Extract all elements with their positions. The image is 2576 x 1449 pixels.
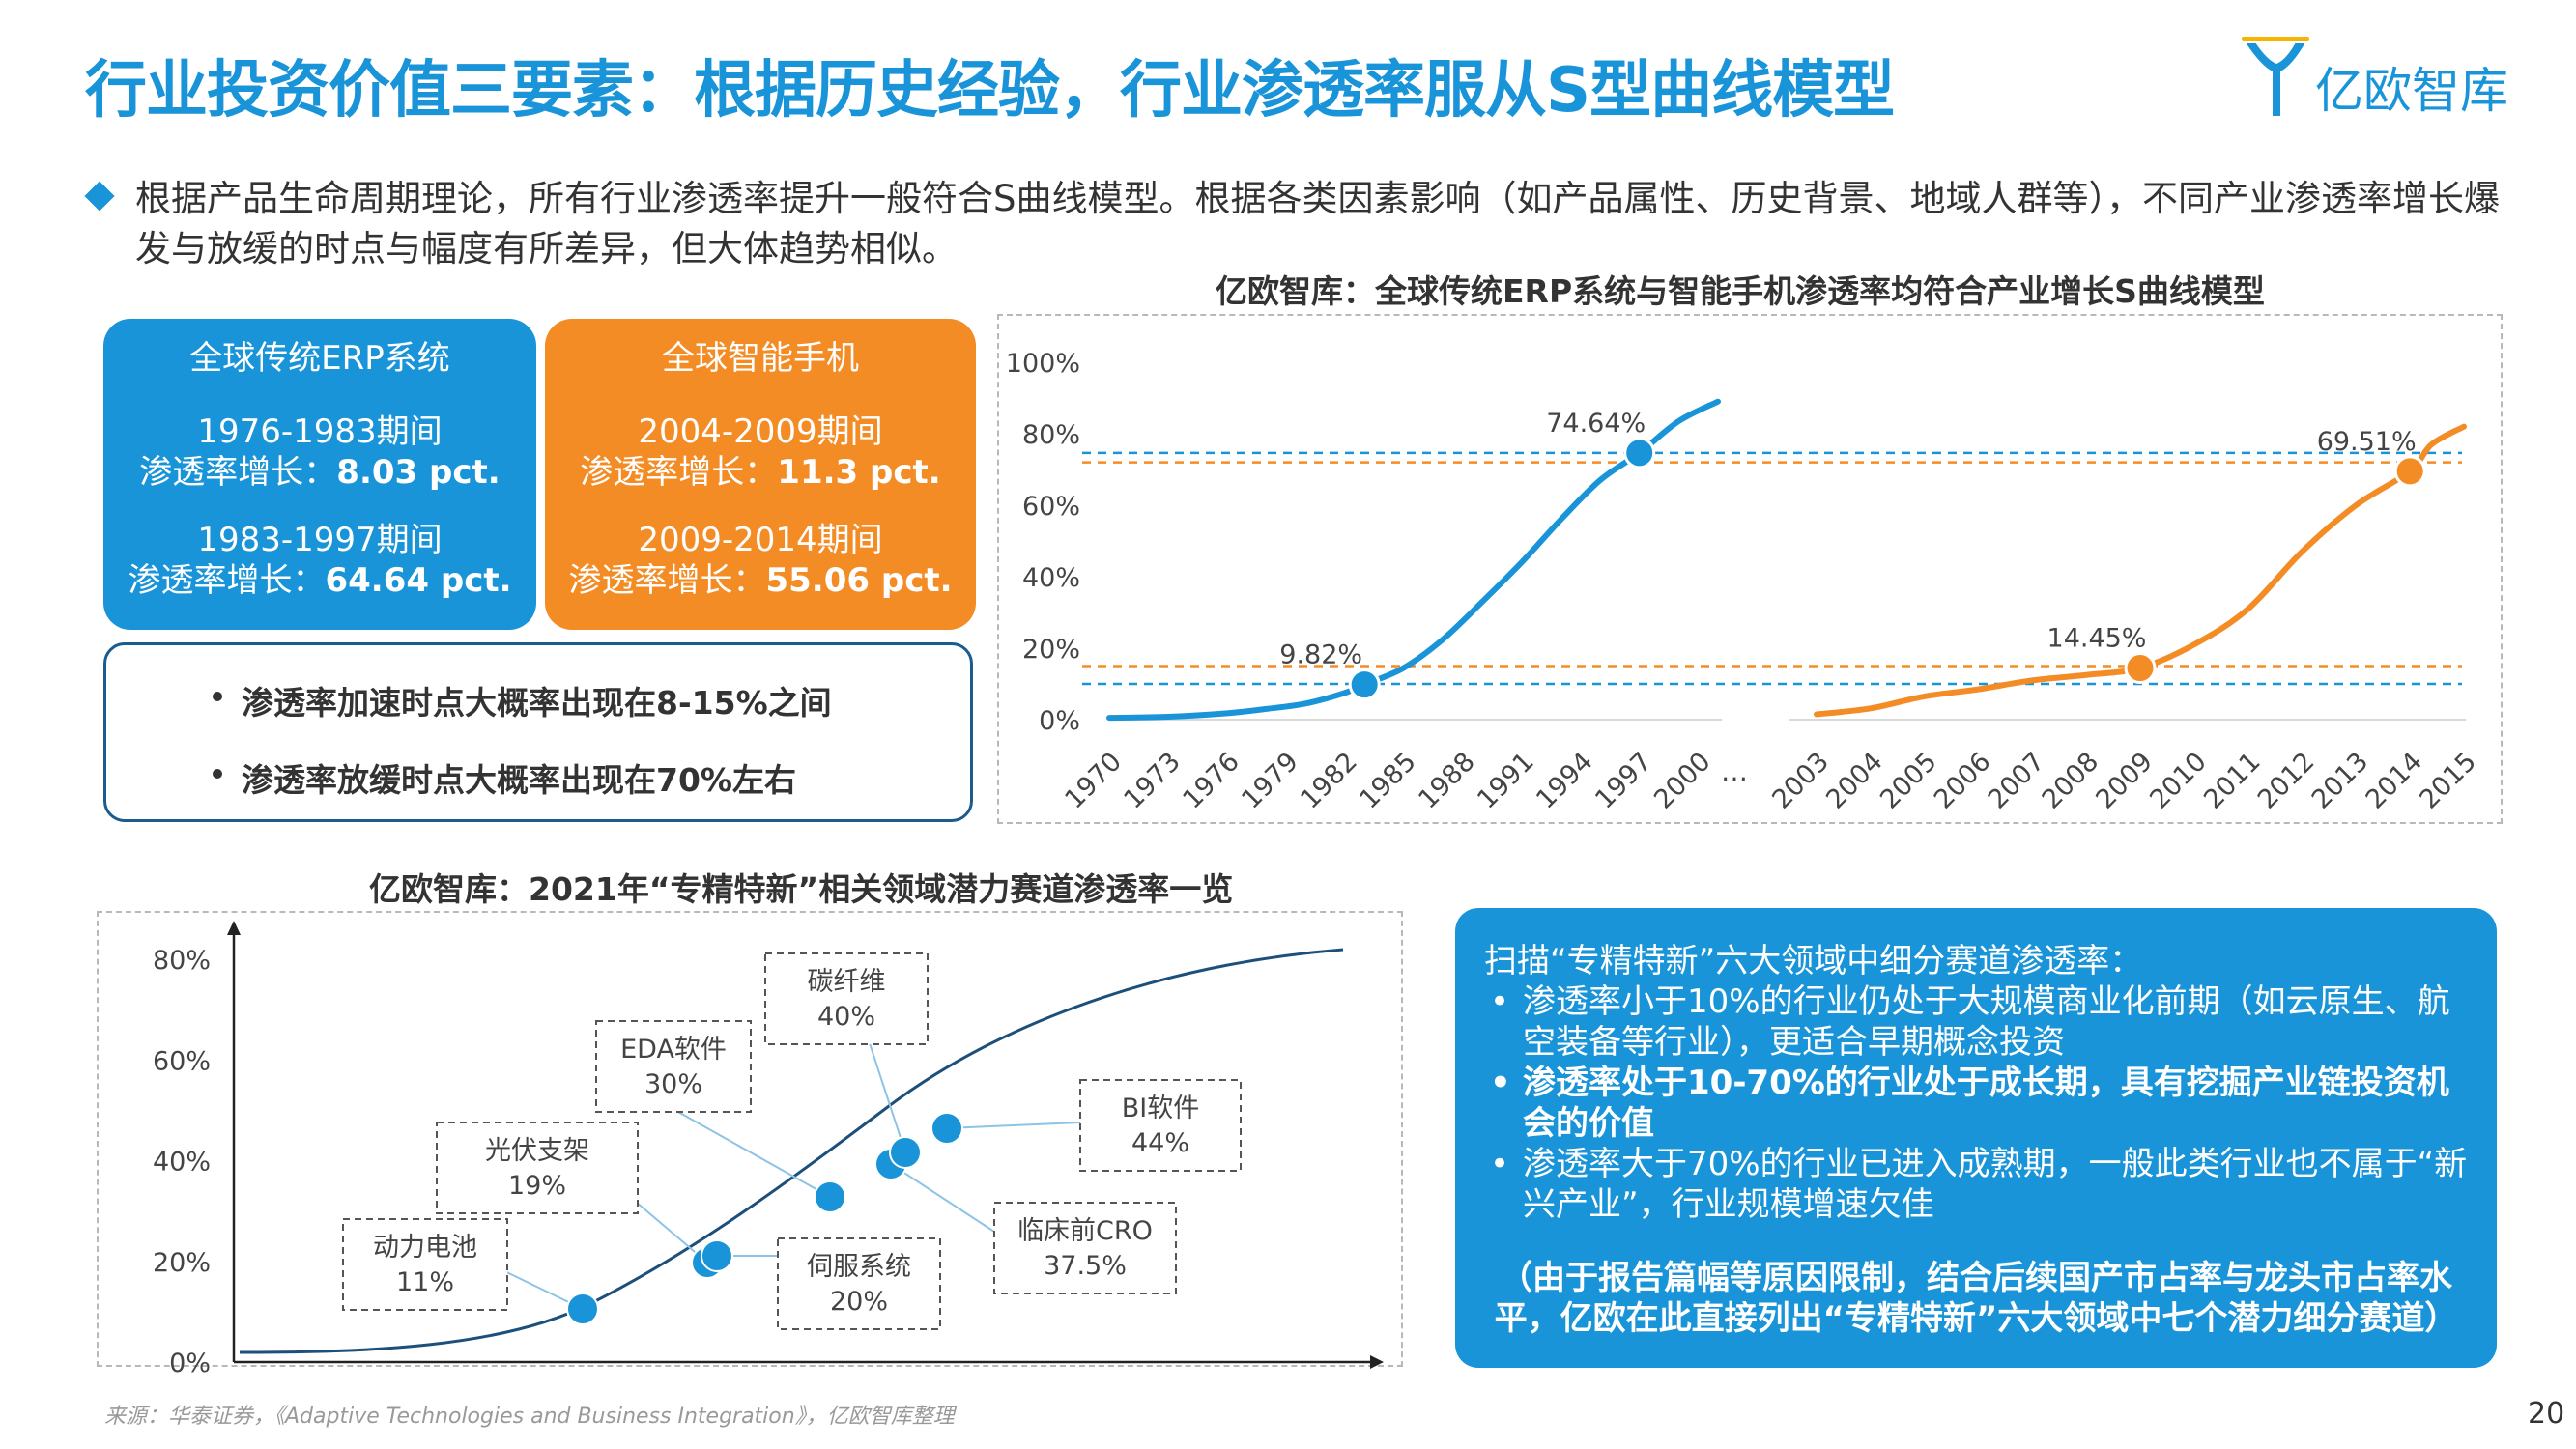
phone-card-title: 全球智能手机 [662,339,859,378]
series-line [1106,398,1721,722]
point-name-label: 碳纤维 [808,967,886,997]
erp-growth-label-2: 渗透率增长： [128,561,326,600]
intro-paragraph: 根据产品生命周期理论，所有行业渗透率提升一般符合S曲线模型。根据各类因素影响（如… [84,174,2524,274]
note-item: 渗透率加速时点大概率出现在8-15%之间 [213,677,832,724]
y-tick-label: 0% [1039,706,1080,736]
chart1-title: 亿欧智库：全球传统ERP系统与智能手机渗透率均符合产业增长S曲线模型 [1216,272,2265,310]
chart2-frame [97,911,1403,1367]
point-value-label: 44% [1131,1128,1189,1158]
y-tick-label: 20% [153,1248,211,1278]
phone-period-2: 2009-2014期间 [638,521,883,559]
phone-growth-label-2: 渗透率增长： [568,561,766,600]
logo-mark-icon [2242,37,2309,116]
y-tick-label: 60% [153,1046,211,1076]
info-item-3: 渗透率大于70%的行业已进入成熟期，一般此类行业也不属于“新兴产业”，行业规模增… [1484,1144,2468,1225]
info-item-1: 渗透率小于10%的行业仍处于大规模商业化前期（如云原生、航空装备等行业），更适合… [1484,981,2468,1063]
point-value-label: 11% [396,1267,454,1297]
y-tick-label: 80% [1022,420,1080,450]
point-label-box [342,1218,508,1311]
phone-growth-value-2: 55.06 pct. [765,561,953,600]
point-value-label: 30% [644,1069,702,1099]
point-label-box [993,1202,1177,1294]
highlight-point [1623,437,1656,469]
track-point [701,1239,733,1272]
data-label: 14.45% [2047,624,2147,654]
point-name-label: BI软件 [1122,1094,1200,1123]
point-name-label: 伺服系统 [807,1252,911,1282]
point-value-label: 19% [508,1171,566,1201]
point-label-box [436,1122,639,1214]
point-label-box [777,1237,941,1330]
point-name-label: 临床前CRO [1017,1216,1153,1246]
intro-text: 根据产品生命周期理论，所有行业渗透率提升一般符合S曲线模型。根据各类因素影响（如… [135,178,2500,270]
track-point [889,1136,922,1169]
page-title: 行业投资价值三要素：根据历史经验，行业渗透率服从S型曲线模型 [85,55,1895,127]
y-tick-label: 0% [169,1349,211,1378]
phone-growth-label-1: 渗透率增长： [580,453,778,492]
erp-growth-value-1: 8.03 pct. [336,453,501,492]
erp-period-1: 1976-1983期间 [197,412,443,451]
s-curve-line [239,948,1344,1354]
erp-growth-label-1: 渗透率增长： [139,453,337,492]
source-note: 来源：华泰证券，《Adaptive Technologies and Busin… [104,1405,955,1429]
y-tick-label: 60% [1022,492,1080,522]
track-point [814,1180,846,1213]
info-panel: 扫描“专精特新”六大领域中细分赛道渗透率： 渗透率小于10%的行业仍处于大规模商… [1455,908,2497,1368]
chart1-frame [997,314,2503,824]
highlight-point [1348,668,1381,701]
y-tick-label: 80% [153,946,211,976]
bullet-dot-icon [213,692,222,701]
note-text-1: 渗透率加速时点大概率出现在8-15%之间 [242,684,832,722]
note-text-2: 渗透率放缓时点大概率出现在70%左右 [242,761,796,799]
logo-text: 亿欧智库 [2315,63,2508,119]
highlight-point [2393,455,2426,488]
data-label: 69.51% [2317,427,2417,457]
data-label: 9.82% [1279,640,1362,670]
erp-card: 全球传统ERP系统 1976-1983期间 渗透率增长：8.03 pct. 19… [103,319,536,630]
point-value-label: 37.5% [1044,1251,1127,1281]
leader-line [946,1122,1081,1129]
info-heading: 扫描“专精特新”六大领域中细分赛道渗透率： [1484,942,2143,980]
y-tick-label: 20% [1022,635,1080,665]
smartphone-card: 全球智能手机 2004-2009期间 渗透率增长：11.3 pct. 2009-… [545,319,976,630]
point-value-label: 40% [817,1002,875,1032]
leader-line [890,1163,995,1233]
y-axis-arrow-icon [227,921,241,935]
point-value-label: 20% [830,1287,888,1317]
point-name-label: EDA软件 [620,1035,727,1065]
page-number: 20 [2528,1397,2565,1431]
y-tick-label: 100% [1006,349,1080,379]
brand-logo: 亿欧智库 [2242,37,2532,124]
phone-growth-value-1: 11.3 pct. [777,453,941,492]
chart2-title: 亿欧智库：2021年“专精特新”相关领域潜力赛道渗透率一览 [369,870,1234,908]
highlight-point [2124,652,2157,685]
leader-line [492,1264,584,1310]
y-tick-label: 40% [153,1148,211,1178]
erp-period-2: 1983-1997期间 [197,521,443,559]
phone-period-1: 2004-2009期间 [638,412,883,451]
erp-card-title: 全球传统ERP系统 [189,339,450,378]
y-tick-label: 40% [1022,563,1080,593]
track-point [930,1112,963,1145]
info-item-2: 渗透率处于10-70%的行业处于成长期，具有挖掘产业链投资机会的价值 [1484,1063,2468,1144]
x-axis-arrow-icon [1370,1355,1384,1369]
point-label-box [1079,1079,1242,1172]
point-name-label: 光伏支架 [485,1136,589,1166]
leader-line [869,1042,906,1153]
point-label-box [595,1020,752,1113]
note-item: 渗透率放缓时点大概率出现在70%左右 [213,754,796,801]
point-name-label: 动力电池 [373,1233,477,1263]
point-label-box [764,952,929,1045]
axis-break-label: … [1721,755,1748,787]
info-footer: （由于报告篇幅等原因限制，结合后续国产市占率与龙头市占率水平，亿欧在此直接列出“… [1494,1259,2458,1338]
notes-box: 渗透率加速时点大概率出现在8-15%之间 渗透率放缓时点大概率出现在70%左右 [103,642,973,822]
bullet-dot-icon [213,769,222,779]
track-point [566,1293,599,1325]
leader-line [675,1110,831,1198]
data-label: 74.64% [1546,409,1646,439]
erp-growth-value-2: 64.64 pct. [325,561,512,600]
